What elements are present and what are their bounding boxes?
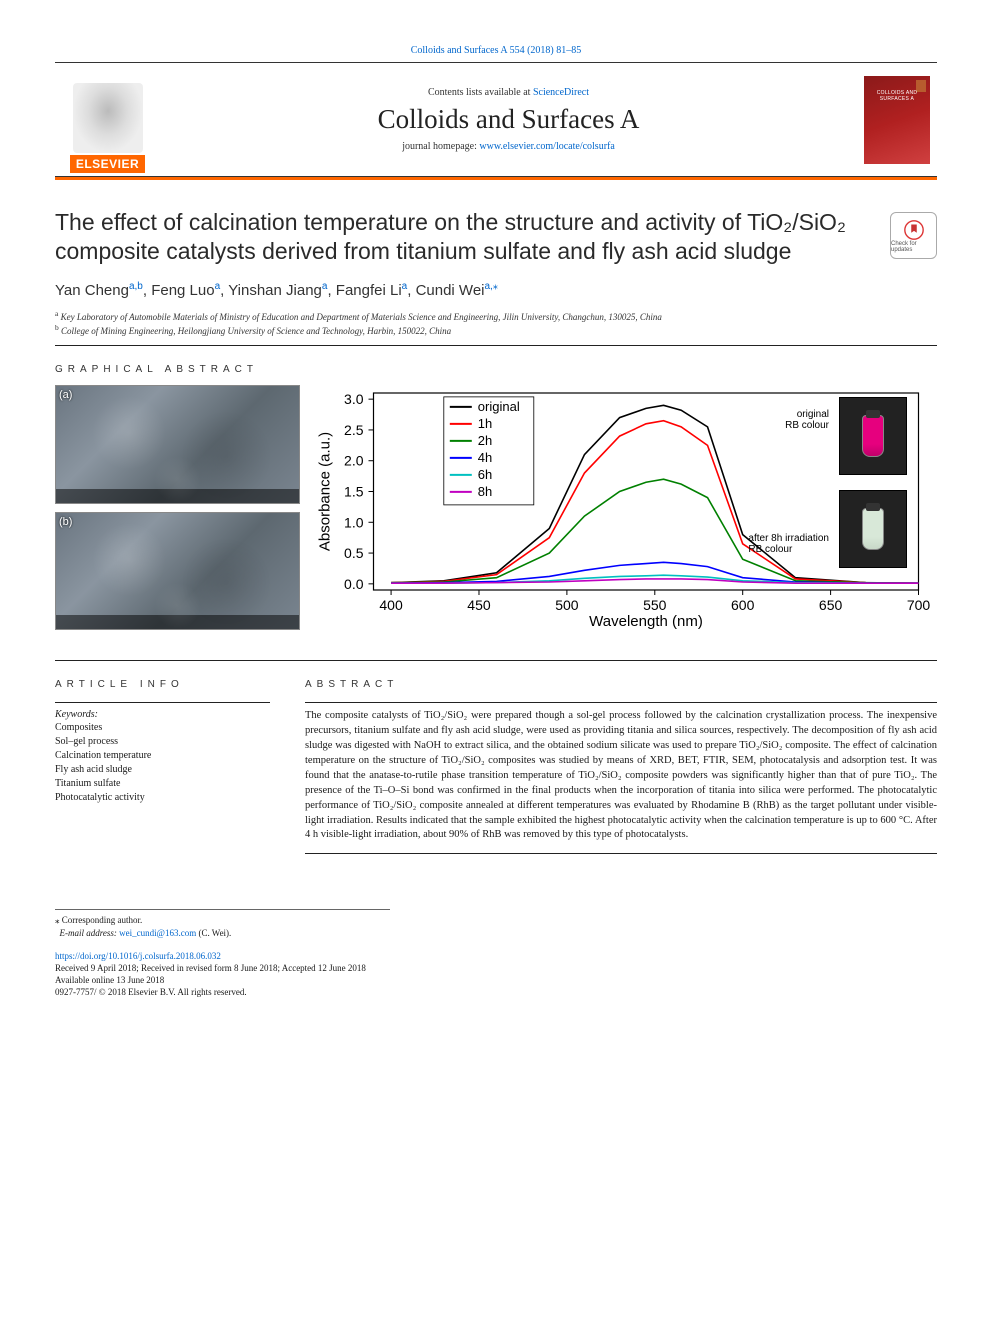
orange-rule (55, 177, 937, 180)
sem-image-a: (a) (55, 385, 300, 504)
sem-image-b: (b) (55, 512, 300, 631)
inset-after-caption: after 8h irradiationRB colour (748, 533, 829, 555)
inset-original-caption: originalRB colour (785, 409, 829, 431)
publisher-logo-block: ELSEVIER (55, 63, 160, 176)
svg-text:3.0: 3.0 (344, 391, 364, 407)
svg-text:2h: 2h (478, 433, 492, 448)
contents-lists-line: Contents lists available at ScienceDirec… (160, 87, 857, 98)
svg-text:1.5: 1.5 (344, 484, 364, 500)
bookmark-check-icon (903, 219, 925, 241)
svg-text:2.0: 2.0 (344, 453, 364, 469)
rule (55, 660, 937, 661)
inset-after-vial (839, 490, 907, 568)
svg-text:550: 550 (643, 597, 667, 613)
available-online: Available online 13 June 2018 (55, 975, 164, 985)
svg-text:2.5: 2.5 (344, 422, 364, 438)
svg-text:Wavelength (nm): Wavelength (nm) (589, 613, 703, 630)
svg-text:6h: 6h (478, 467, 492, 482)
keywords-list: CompositesSol–gel processCalcination tem… (55, 721, 270, 805)
svg-text:700: 700 (907, 597, 931, 613)
doi-link[interactable]: https://doi.org/10.1016/j.colsurfa.2018.… (55, 951, 221, 961)
affiliations: a Key Laboratory of Automobile Materials… (55, 309, 937, 337)
svg-text:Absorbance (a.u.): Absorbance (a.u.) (317, 432, 334, 551)
svg-text:1.0: 1.0 (344, 514, 364, 530)
sciencedirect-link[interactable]: ScienceDirect (533, 87, 589, 98)
corr-email-link[interactable]: wei_cundi@163.com (119, 928, 196, 938)
journal-title: Colloids and Surfaces A (160, 104, 857, 135)
svg-text:original: original (478, 399, 520, 414)
author-list: Yan Chenga,b, Feng Luoa, Yinshan Jianga,… (55, 281, 937, 299)
check-updates-badge[interactable]: Check for updates (890, 212, 937, 259)
svg-text:650: 650 (819, 597, 843, 613)
publisher-name: ELSEVIER (70, 155, 145, 173)
absorbance-chart: 400 450 500 550 600 650 700 0.0 0.5 1.0 1.5 2.0 2.5 3… (310, 385, 937, 630)
svg-text:0.0: 0.0 (344, 576, 364, 592)
svg-text:1h: 1h (478, 416, 492, 431)
journal-cover-thumb: COLLOIDS AND SURFACES A (864, 76, 930, 164)
rule (55, 345, 937, 346)
corresponding-footnote: ⁎ Corresponding author. E-mail address: … (55, 909, 390, 939)
inset-original-vial (839, 397, 907, 475)
masthead: ELSEVIER Contents lists available at Sci… (55, 62, 937, 177)
journal-homepage-link[interactable]: www.elsevier.com/locate/colsurfa (479, 141, 614, 152)
svg-text:0.5: 0.5 (344, 545, 364, 561)
svg-text:4h: 4h (478, 450, 492, 465)
article-info-label: ARTICLE INFO (55, 679, 270, 690)
graphical-abstract: (a) (b) 400 450 500 550 600 650 700 0.0 0.5 1.0 1.… (55, 385, 937, 630)
svg-text:500: 500 (555, 597, 579, 613)
keywords-heading: Keywords: (55, 709, 270, 720)
svg-text:600: 600 (731, 597, 755, 613)
article-history: Received 9 April 2018; Received in revis… (55, 963, 366, 973)
abstract-text: The composite catalysts of TiO₂/SiO₂ wer… (305, 709, 937, 843)
asterisk-icon: ⁎ (55, 915, 62, 925)
svg-text:8h: 8h (478, 484, 492, 499)
running-head: Colloids and Surfaces A 554 (2018) 81–85 (55, 45, 937, 56)
abstract-label: ABSTRACT (305, 679, 937, 690)
journal-homepage-line: journal homepage: www.elsevier.com/locat… (160, 141, 857, 152)
svg-text:450: 450 (467, 597, 491, 613)
article-title: The effect of calcination temperature on… (55, 208, 870, 267)
graphical-abstract-label: GRAPHICAL ABSTRACT (55, 364, 937, 375)
svg-text:400: 400 (379, 597, 403, 613)
elsevier-tree-icon (73, 83, 143, 153)
article-footer: https://doi.org/10.1016/j.colsurfa.2018.… (55, 950, 937, 999)
copyright-line: 0927-7757/ © 2018 Elsevier B.V. All righ… (55, 987, 247, 997)
